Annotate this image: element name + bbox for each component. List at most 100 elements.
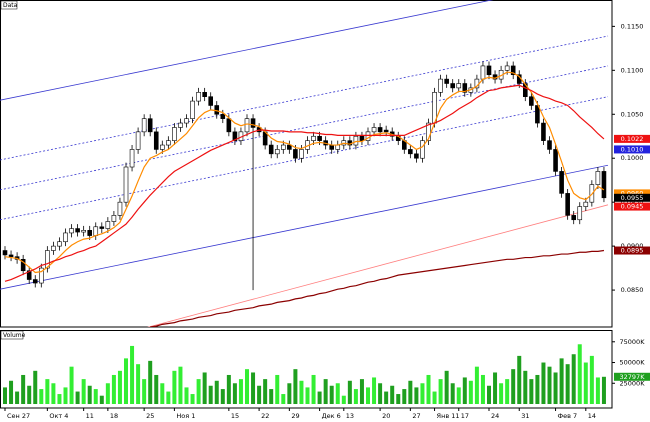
price-marker (614, 246, 650, 255)
candle-body (408, 149, 413, 155)
volume-bar (9, 380, 14, 404)
volume-bar (184, 387, 189, 404)
volume-bar (432, 391, 437, 404)
x-tick-label: 22 (261, 412, 269, 420)
volume-bar (130, 345, 135, 404)
volume-bar (529, 379, 534, 404)
candle-body (444, 78, 449, 84)
x-tick-label: Окт 4 (49, 412, 68, 420)
candle-body (280, 144, 286, 150)
volume-bar (347, 380, 352, 404)
channel-line (0, 164, 609, 290)
candle-body (93, 226, 99, 236)
y-tick-label: 0.0850 (621, 286, 644, 294)
volume-bar (172, 370, 177, 404)
candle-body (553, 149, 558, 172)
volume-bar (21, 374, 26, 404)
volume-bar (45, 379, 50, 404)
volume-bar (414, 387, 419, 404)
candle-body (45, 250, 50, 269)
volume-bar (160, 383, 165, 404)
volume-bar (323, 379, 328, 404)
volume-bar (317, 391, 322, 404)
candle-body (510, 65, 516, 76)
volume-bar (15, 391, 20, 404)
candle-body (299, 149, 304, 159)
x-tick-label: 18 (110, 412, 118, 420)
volume-bar (511, 369, 516, 404)
candle-body (462, 83, 468, 93)
volume-title-box (0, 330, 24, 340)
volume-bar (111, 374, 116, 404)
candle-body (51, 245, 56, 251)
price-plot (0, 0, 609, 327)
candle-body (2, 250, 8, 256)
x-tick-label: Сен 27 (7, 412, 30, 420)
candle-body (541, 122, 546, 141)
candle-body (81, 230, 86, 233)
volume-tick-label: 75000K (620, 338, 646, 346)
x-tick-label: 31 (521, 412, 529, 420)
price-marker-label: 0.0960 (621, 189, 644, 197)
volume-bar (595, 377, 600, 404)
volume-bar (523, 370, 528, 404)
volume-bar (57, 394, 62, 404)
candle-body (160, 144, 165, 150)
volume-bar (468, 380, 473, 404)
candle-body (329, 144, 335, 150)
volume-tick-label: 50000K (620, 359, 646, 367)
candle-body (426, 122, 431, 141)
volume-bar (33, 370, 38, 404)
candle-body (20, 259, 26, 272)
volume-bar (202, 372, 207, 404)
volume-bar (214, 380, 219, 404)
volume-bar (547, 366, 552, 404)
price-marker (614, 189, 650, 198)
volume-bar (565, 364, 570, 404)
x-tick-label: 27 (412, 412, 420, 420)
candle-body (26, 270, 32, 280)
volume-bar (402, 389, 407, 404)
moving-average (150, 249, 605, 327)
volume-bar (51, 383, 56, 404)
volume-bar (541, 362, 546, 404)
candle-body (214, 105, 220, 115)
candle-body (595, 171, 601, 185)
candle-body (226, 118, 232, 133)
candle-body (166, 140, 171, 146)
price-marker (614, 193, 650, 202)
candle-body (577, 206, 583, 221)
moving-average (4, 84, 605, 282)
y-tick-label: 0.0900 (621, 242, 644, 250)
candle-body (105, 221, 111, 229)
volume-bar (396, 394, 401, 404)
volume-bar (335, 383, 340, 404)
candle-body (111, 215, 117, 222)
volume-bar (245, 369, 249, 404)
candle-body (583, 201, 589, 207)
volume-bar (39, 389, 44, 404)
candle-body (178, 122, 183, 128)
volume-bar (601, 376, 606, 404)
y-tick-label: 0.1050 (621, 110, 644, 118)
volume-bar (359, 379, 364, 404)
candle-body (190, 100, 195, 119)
candle-body (287, 144, 292, 150)
volume-bar (378, 383, 383, 404)
candle-body (75, 228, 80, 233)
volume-bar (263, 379, 268, 404)
candle-body (117, 201, 123, 216)
volume-bar (474, 366, 479, 404)
candle-body (220, 113, 226, 119)
price-marker (614, 145, 650, 154)
candle-body (8, 254, 14, 257)
volume-bar (269, 389, 274, 404)
channel-line (147, 204, 609, 327)
volume-marker-label: 32797K (620, 373, 646, 381)
candle-body (353, 135, 359, 146)
candle-body (311, 135, 316, 141)
volume-bar (208, 385, 213, 404)
volume-marker (614, 372, 650, 381)
candle-body (99, 226, 105, 229)
